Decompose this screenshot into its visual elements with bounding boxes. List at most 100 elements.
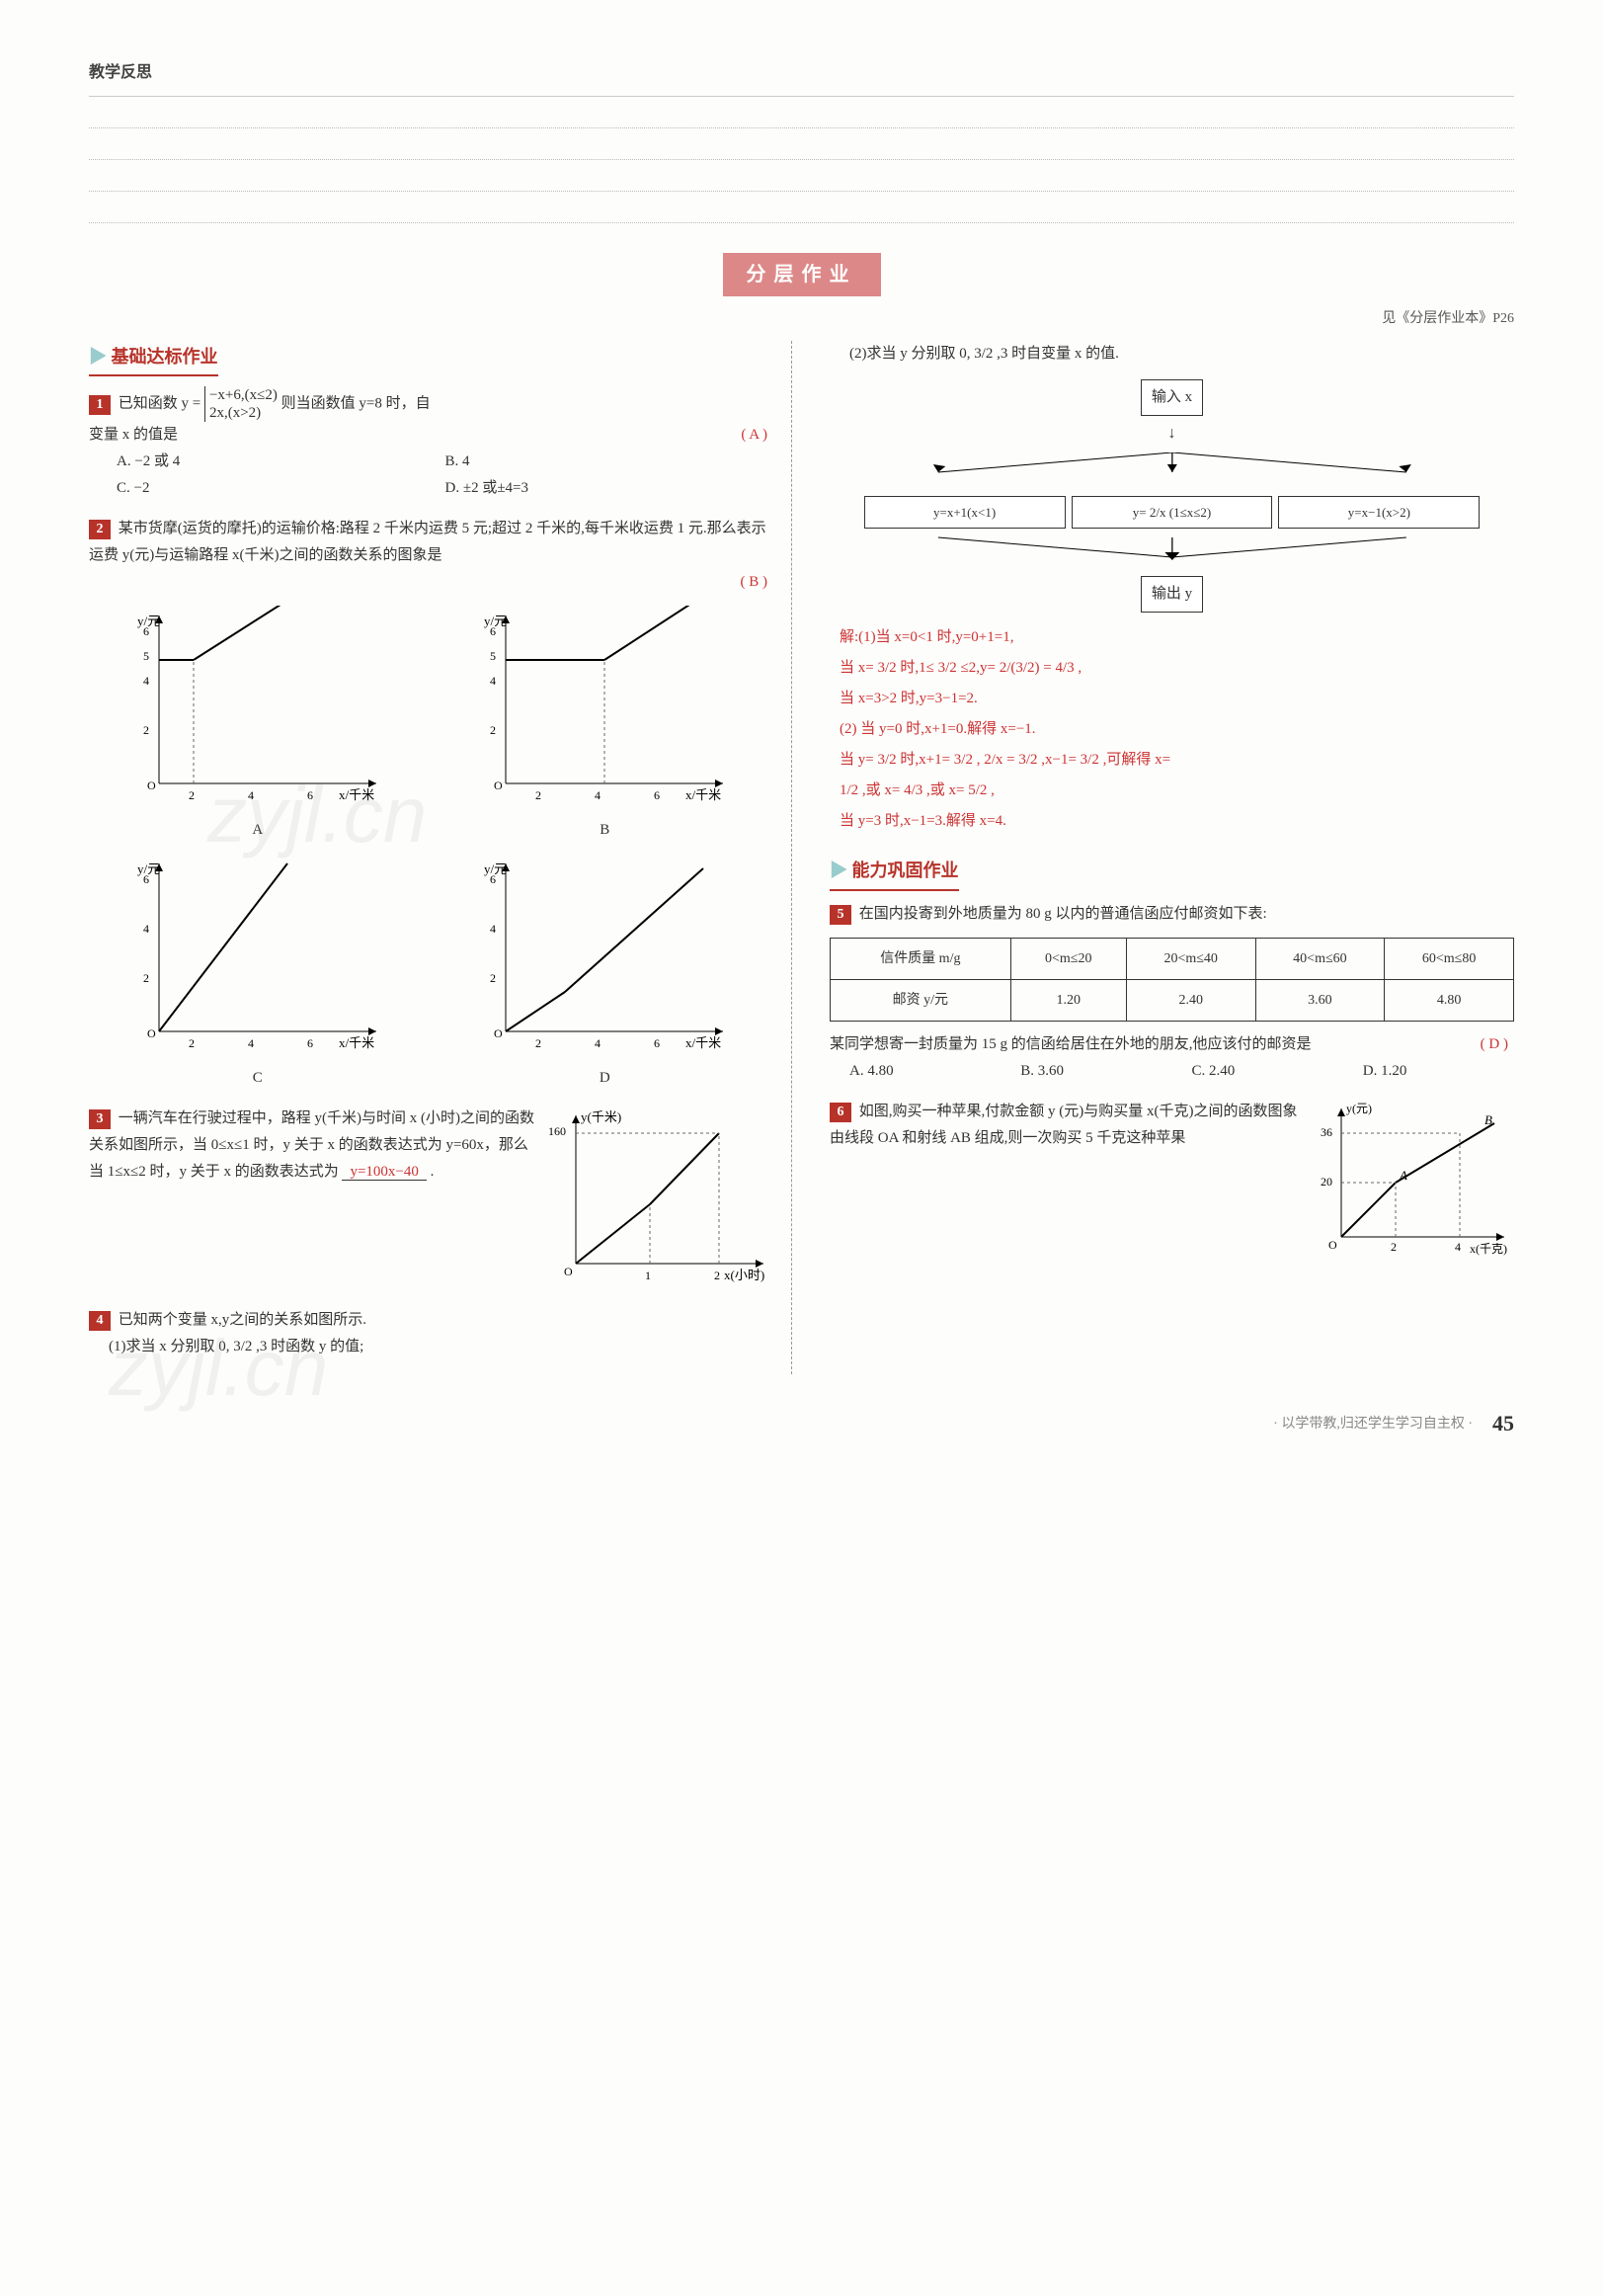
svg-text:160: 160 [548,1124,566,1138]
flow-input: 输入 x [1141,379,1203,416]
footer-motto: · 以学带教,归还学生学习自主权 · [1273,1412,1473,1436]
q3-text: 一辆汽车在行驶过程中，路程 y(千米)与时间 x (小时)之间的函数关系如图所示… [89,1110,534,1180]
q3-tail: . [431,1164,435,1180]
svg-text:2: 2 [535,788,541,802]
q1-opt-c: C. −2 [117,475,445,502]
svg-text:x(千克): x(千克) [1470,1242,1507,1256]
question-1: 1 已知函数 y = −x+6,(x≤2) 2x,(x>2) 则当函数值 y=8… [89,386,773,502]
t-r1-2: 40<m≤60 [1255,938,1385,979]
two-column-layout: 基础达标作业 1 已知函数 y = −x+6,(x≤2) 2x,(x>2) 则当… [89,341,1514,1374]
t-r1-3: 60<m≤80 [1385,938,1514,979]
svg-text:36: 36 [1321,1125,1332,1139]
svg-text:B: B [1484,1112,1492,1127]
q5-tail: 某同学想寄一封质量为 15 g 的信函给居住在外地的朋友,他应该付的邮资是 [830,1036,1312,1052]
q1-text-c: 变量 x 的值是 [89,427,178,443]
reflection-label: 教学反思 [89,64,152,81]
q2-chart-a: y/元 x/千米 O 2 4 6 2 4 5 6 A [89,606,427,844]
svg-text:y(元): y(元) [1346,1102,1372,1115]
q5-opt-c: C. 2.40 [1192,1058,1343,1085]
svg-text:1: 1 [645,1269,651,1282]
page-footer: · 以学带教,归还学生学习自主权 · 45 [89,1404,1514,1443]
q1-piecewise-bot: 2x,(x>2) [209,404,278,422]
arrow-down-icon: ↓ [864,420,1481,449]
q2-chart-d: y/元 x/千米 O 2 4 6 2 4 6 D [437,854,774,1092]
q5-opt-d: D. 1.20 [1363,1058,1514,1085]
svg-text:6: 6 [143,624,149,638]
t-r1-1: 20<m≤40 [1126,938,1255,979]
svg-text:4: 4 [143,674,149,688]
q5-answer: ( D ) [1475,1031,1514,1058]
svg-text:O: O [564,1265,573,1278]
svg-text:4: 4 [595,788,601,802]
q5-text: 在国内投寄到外地质量为 80 g 以内的普通信函应付邮资如下表: [859,906,1267,922]
q6-text: 如图,购买一种苹果,付款金额 y (元)与购买量 x(千克)之间的函数图象由线段… [830,1104,1297,1146]
svg-text:x/千米: x/千米 [339,1035,374,1050]
sol-l3: (2) 当 y=0 时,x+1=0.解得 x=−1. [840,716,1514,743]
qnum-2: 2 [89,520,111,539]
flow-b2: y= 2/x (1≤x≤2) [1072,496,1273,529]
q1-opt-a: A. −2 或 4 [117,449,445,475]
svg-text:2: 2 [714,1269,720,1282]
q1-answer: ( A ) [735,422,773,449]
svg-text:4: 4 [490,922,496,936]
svg-text:O: O [1328,1238,1337,1252]
svg-text:4: 4 [248,788,254,802]
q1-opt-d: D. ±2 或±4=3 [445,475,774,502]
t-r1-label: 信件质量 m/g [831,938,1011,979]
svg-text:2: 2 [490,723,496,737]
q2-label-d: D [437,1065,774,1092]
sol-l5: 1/2 ,或 x= 4/3 ,或 x= 5/2 , [840,778,1514,804]
question-6: y(元) x(千克) O 20 36 2 4 A B 6 [830,1099,1514,1267]
t-r1-0: 0<m≤20 [1010,938,1126,979]
workbook-ref: 见《分层作业本》P26 [89,306,1514,331]
svg-text:4: 4 [1455,1240,1461,1254]
svg-text:5: 5 [143,649,149,663]
svg-text:2: 2 [1391,1240,1397,1254]
svg-text:x/千米: x/千米 [339,787,374,802]
qnum-6: 6 [830,1103,851,1122]
ruled-lines [89,96,1514,223]
svg-text:x/千米: x/千米 [685,1035,721,1050]
q5-opt-a: A. 4.80 [849,1058,1001,1085]
svg-text:2: 2 [490,971,496,985]
q2-answer: ( B ) [89,569,773,596]
q3-fill: y=100x−40 [342,1164,426,1181]
svg-text:O: O [147,1026,156,1040]
t-r2-label: 邮资 y/元 [831,979,1011,1021]
left-column: 基础达标作业 1 已知函数 y = −x+6,(x≤2) 2x,(x>2) 则当… [89,341,792,1374]
t-r2-2: 3.60 [1255,979,1385,1021]
svg-text:6: 6 [490,872,496,886]
svg-text:2: 2 [189,788,195,802]
q4-part1: (1)求当 x 分别取 0, 3/2 ,3 时函数 y 的值; [109,1334,773,1360]
svg-text:2: 2 [143,971,149,985]
q2-label-b: B [437,817,774,844]
svg-text:6: 6 [143,872,149,886]
q3-chart: y(千米) x(小时) 160 O 1 2 [546,1106,773,1293]
t-r2-0: 1.20 [1010,979,1126,1021]
page-number: 45 [1492,1404,1514,1443]
q1-text-a: 已知函数 y = [119,396,200,412]
svg-text:x(小时): x(小时) [724,1268,764,1282]
flow-output: 输出 y [1141,576,1203,613]
svg-text:2: 2 [189,1036,195,1050]
svg-text:6: 6 [307,1036,313,1050]
question-5: 5 在国内投寄到外地质量为 80 g 以内的普通信函应付邮资如下表: 信件质量 … [830,901,1514,1085]
svg-text:A: A [1399,1168,1407,1183]
sol-l6: 当 y=3 时,x−1=3.解得 x=4. [840,808,1514,835]
svg-text:2: 2 [143,723,149,737]
qnum-3: 3 [89,1109,111,1129]
qnum-5: 5 [830,905,851,925]
q2-chart-c: y/元 x/千米 O 2 4 6 2 4 6 C [89,854,427,1092]
qnum-4: 4 [89,1311,111,1331]
postage-table: 信件质量 m/g 0<m≤20 20<m≤40 40<m≤60 60<m≤80 … [830,938,1514,1022]
svg-text:y(千米): y(千米) [581,1109,621,1124]
svg-text:6: 6 [490,624,496,638]
sol-l1: 当 x= 3/2 时,1≤ 3/2 ≤2,y= 2/(3/2) = 4/3 , [840,655,1514,682]
svg-text:6: 6 [654,788,660,802]
sol-l4: 当 y= 3/2 时,x+1= 3/2 , 2/x = 3/2 ,x−1= 3/… [840,747,1514,774]
q4-part2: (2)求当 y 分别取 0, 3/2 ,3 时自变量 x 的值. [849,341,1514,368]
q4-solution: 解:(1)当 x=0<1 时,y=0+1=1, 当 x= 3/2 时,1≤ 3/… [840,624,1514,835]
q4-text: 已知两个变量 x,y之间的关系如图所示. [119,1312,366,1328]
svg-text:4: 4 [595,1036,601,1050]
q5-opt-b: B. 3.60 [1020,1058,1171,1085]
